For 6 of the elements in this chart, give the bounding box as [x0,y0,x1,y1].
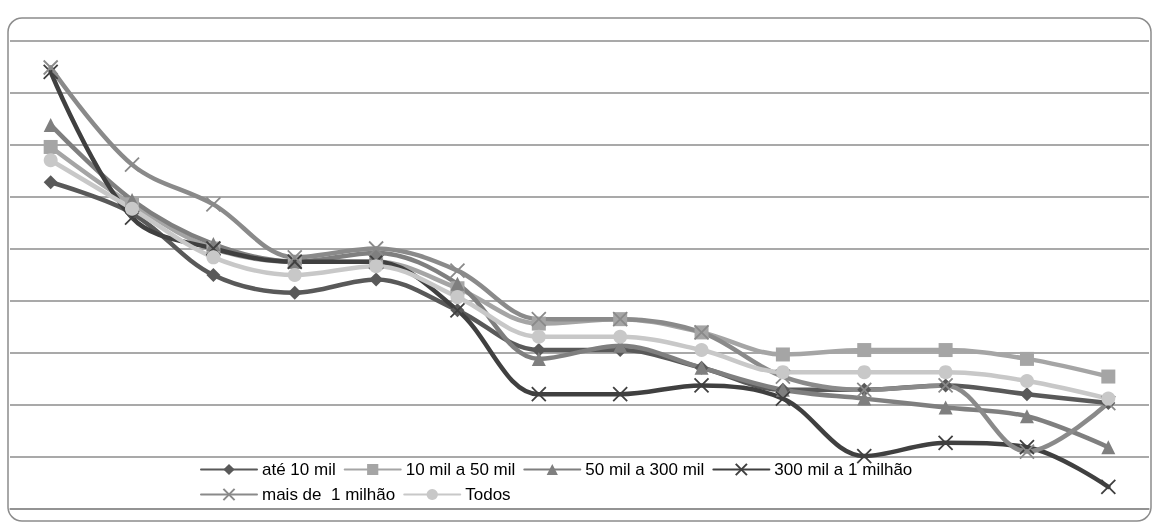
legend-label: mais de 1 milhão [262,485,396,504]
legend-label: 10 mil a 50 mil [405,460,516,479]
legend-label: até 10 mil [262,460,336,479]
legend-label: Todos [465,485,511,504]
legend-label: 300 mil a 1 milhão [774,460,913,479]
legend-label: 50 mil a 300 mil [585,460,705,479]
